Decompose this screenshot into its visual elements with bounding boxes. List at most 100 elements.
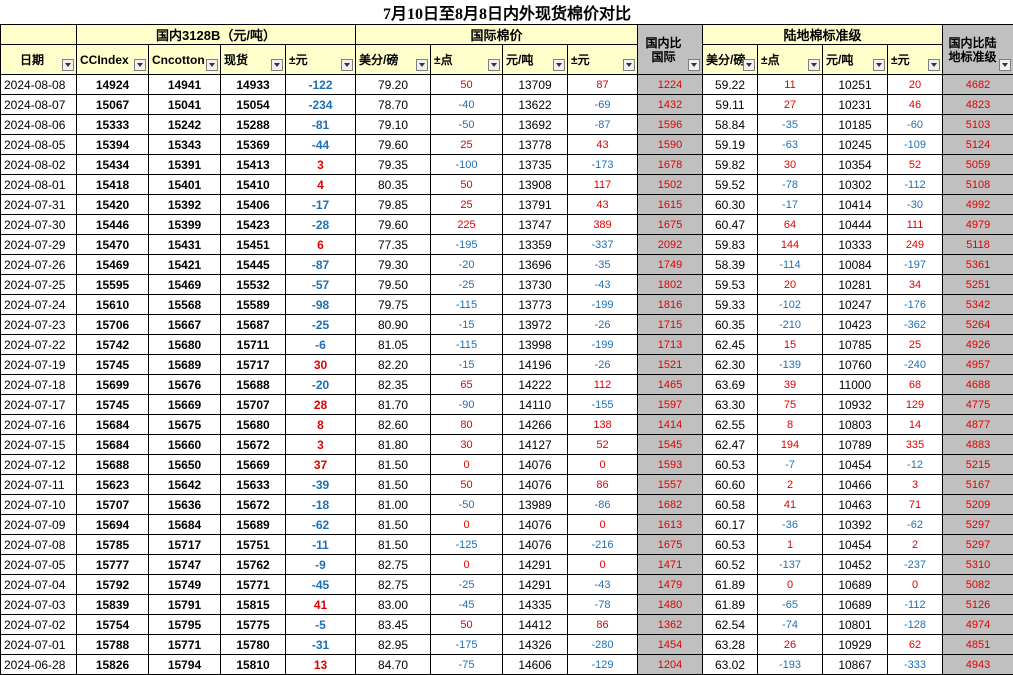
cell-intl-points[interactable]: 80: [431, 415, 503, 435]
cell-land-points[interactable]: -137: [758, 555, 823, 575]
cell-land-cents[interactable]: 59.52: [703, 175, 758, 195]
cell-ratio-land[interactable]: 5310: [943, 555, 1013, 575]
cell-land-cents[interactable]: 62.30: [703, 355, 758, 375]
cell-intl-points[interactable]: 50: [431, 175, 503, 195]
header-ccindex[interactable]: CCIndex: [77, 45, 149, 75]
cell-spot[interactable]: 15780: [221, 635, 286, 655]
cell-spot[interactable]: 15672: [221, 435, 286, 455]
cell-cncotton[interactable]: 15399: [149, 215, 221, 235]
cell-intl-points[interactable]: -90: [431, 395, 503, 415]
cell-intl-yuan[interactable]: 13730: [503, 275, 568, 295]
cell-ccindex[interactable]: 15745: [77, 395, 149, 415]
cell-cncotton[interactable]: 15392: [149, 195, 221, 215]
cell-land-points[interactable]: 30: [758, 155, 823, 175]
cell-ratio-intl[interactable]: 1816: [638, 295, 703, 315]
cell-land-yuan[interactable]: 10185: [823, 115, 888, 135]
cell-ratio-intl[interactable]: 1613: [638, 515, 703, 535]
filter-dropdown-icon[interactable]: [999, 59, 1011, 71]
cell-land-points[interactable]: 11: [758, 75, 823, 95]
cell-spot[interactable]: 15669: [221, 455, 286, 475]
cell-intl-change[interactable]: -86: [568, 495, 638, 515]
cell-land-yuan[interactable]: 10760: [823, 355, 888, 375]
cell-land-cents[interactable]: 62.55: [703, 415, 758, 435]
cell-spot[interactable]: 15589: [221, 295, 286, 315]
cell-land-cents[interactable]: 60.60: [703, 475, 758, 495]
cell-intl-change[interactable]: 86: [568, 615, 638, 635]
cell-intl-points[interactable]: -25: [431, 575, 503, 595]
cell-spot[interactable]: 15633: [221, 475, 286, 495]
cell-spot[interactable]: 15689: [221, 515, 286, 535]
cell-date[interactable]: 2024-08-06: [1, 115, 77, 135]
cell-domestic-change[interactable]: 41: [286, 595, 356, 615]
cell-land-cents[interactable]: 62.47: [703, 435, 758, 455]
cell-land-cents[interactable]: 62.45: [703, 335, 758, 355]
cell-ccindex[interactable]: 15684: [77, 435, 149, 455]
cell-intl-yuan[interactable]: 14266: [503, 415, 568, 435]
cell-intl-yuan[interactable]: 14110: [503, 395, 568, 415]
cell-spot[interactable]: 15054: [221, 95, 286, 115]
cell-domestic-change[interactable]: -81: [286, 115, 356, 135]
cell-intl-cents[interactable]: 83.45: [356, 615, 431, 635]
cell-intl-cents[interactable]: 80.90: [356, 315, 431, 335]
cell-land-cents[interactable]: 63.28: [703, 635, 758, 655]
filter-dropdown-icon[interactable]: [688, 59, 700, 71]
cell-domestic-change[interactable]: -122: [286, 75, 356, 95]
cell-ratio-intl[interactable]: 1597: [638, 395, 703, 415]
cell-intl-cents[interactable]: 81.50: [356, 455, 431, 475]
cell-intl-yuan[interactable]: 13692: [503, 115, 568, 135]
header-intl-yuan-change[interactable]: ±元: [568, 45, 638, 75]
cell-intl-yuan[interactable]: 13696: [503, 255, 568, 275]
cell-ratio-intl[interactable]: 1471: [638, 555, 703, 575]
cell-intl-points[interactable]: -195: [431, 235, 503, 255]
cell-intl-yuan[interactable]: 13778: [503, 135, 568, 155]
cell-domestic-change[interactable]: -57: [286, 275, 356, 295]
cell-intl-change[interactable]: -43: [568, 575, 638, 595]
cell-intl-change[interactable]: 0: [568, 515, 638, 535]
cell-intl-cents[interactable]: 79.75: [356, 295, 431, 315]
cell-domestic-change[interactable]: -39: [286, 475, 356, 495]
cell-intl-change[interactable]: -199: [568, 295, 638, 315]
cell-domestic-change[interactable]: -25: [286, 315, 356, 335]
cell-ratio-land[interactable]: 4823: [943, 95, 1013, 115]
cell-ratio-land[interactable]: 4979: [943, 215, 1013, 235]
header-intl-cents-per-lb[interactable]: 美分/磅: [356, 45, 431, 75]
cell-land-points[interactable]: -102: [758, 295, 823, 315]
cell-intl-yuan[interactable]: 14076: [503, 535, 568, 555]
cell-date[interactable]: 2024-07-02: [1, 615, 77, 635]
cell-cncotton[interactable]: 15791: [149, 595, 221, 615]
cell-land-change[interactable]: 25: [888, 335, 943, 355]
cell-land-points[interactable]: -36: [758, 515, 823, 535]
cell-land-points[interactable]: 15: [758, 335, 823, 355]
filter-dropdown-icon[interactable]: [62, 59, 74, 71]
cell-land-points[interactable]: 64: [758, 215, 823, 235]
cell-intl-cents[interactable]: 81.50: [356, 475, 431, 495]
cell-ratio-intl[interactable]: 1675: [638, 535, 703, 555]
cell-land-points[interactable]: -78: [758, 175, 823, 195]
cell-ratio-land[interactable]: 5264: [943, 315, 1013, 335]
cell-date[interactable]: 2024-07-05: [1, 555, 77, 575]
cell-date[interactable]: 2024-07-12: [1, 455, 77, 475]
cell-intl-cents[interactable]: 77.35: [356, 235, 431, 255]
cell-spot[interactable]: 15815: [221, 595, 286, 615]
cell-intl-cents[interactable]: 81.70: [356, 395, 431, 415]
cell-intl-cents[interactable]: 82.60: [356, 415, 431, 435]
cell-land-cents[interactable]: 60.47: [703, 215, 758, 235]
cell-intl-yuan[interactable]: 13791: [503, 195, 568, 215]
cell-land-change[interactable]: 46: [888, 95, 943, 115]
cell-ratio-intl[interactable]: 1224: [638, 75, 703, 95]
cell-intl-change[interactable]: -216: [568, 535, 638, 555]
cell-land-yuan[interactable]: 10454: [823, 535, 888, 555]
cell-land-yuan[interactable]: 10867: [823, 655, 888, 675]
cell-intl-points[interactable]: 50: [431, 615, 503, 635]
cell-land-change[interactable]: 129: [888, 395, 943, 415]
cell-spot[interactable]: 15406: [221, 195, 286, 215]
cell-cncotton[interactable]: 15689: [149, 355, 221, 375]
header-date[interactable]: 日期: [1, 45, 77, 75]
filter-dropdown-icon[interactable]: [341, 59, 353, 71]
cell-ratio-intl[interactable]: 1414: [638, 415, 703, 435]
cell-domestic-change[interactable]: 3: [286, 155, 356, 175]
cell-ratio-intl[interactable]: 1204: [638, 655, 703, 675]
cell-intl-points[interactable]: -25: [431, 275, 503, 295]
cell-ratio-intl[interactable]: 1713: [638, 335, 703, 355]
cell-land-yuan[interactable]: 10392: [823, 515, 888, 535]
